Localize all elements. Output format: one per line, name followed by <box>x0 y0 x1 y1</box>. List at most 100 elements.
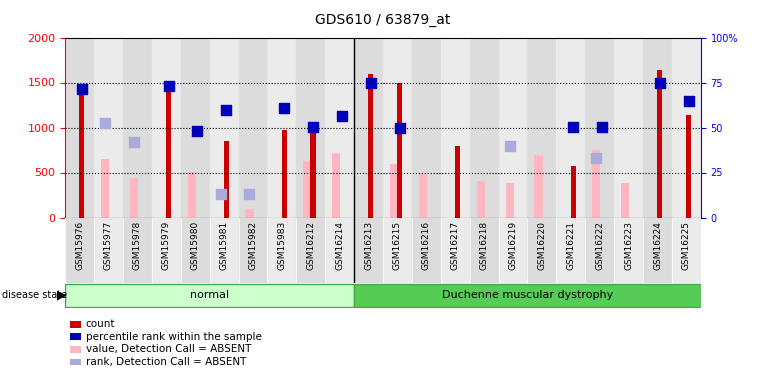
Text: GSM15976: GSM15976 <box>75 221 84 270</box>
Point <box>278 105 290 111</box>
Point <box>192 128 204 134</box>
Bar <box>130 178 138 218</box>
Point <box>365 80 377 86</box>
Bar <box>123 38 152 218</box>
Text: GSM15977: GSM15977 <box>104 221 113 270</box>
Bar <box>70 321 81 328</box>
Bar <box>499 38 528 218</box>
Bar <box>296 217 326 283</box>
Text: GSM16214: GSM16214 <box>336 221 344 270</box>
Point <box>128 139 140 145</box>
Bar <box>65 38 94 218</box>
Bar <box>476 181 485 218</box>
Bar <box>528 38 556 218</box>
Bar <box>303 161 311 218</box>
Text: Duchenne muscular dystrophy: Duchenne muscular dystrophy <box>442 290 613 300</box>
Point <box>162 83 175 89</box>
Text: disease state: disease state <box>2 290 67 300</box>
Point <box>596 124 608 130</box>
Bar <box>238 217 267 283</box>
Bar <box>152 217 181 283</box>
Text: GSM15982: GSM15982 <box>248 221 257 270</box>
Bar <box>383 217 412 283</box>
Point <box>214 190 227 196</box>
Bar <box>672 38 701 218</box>
Bar <box>152 38 181 218</box>
Bar <box>354 284 701 307</box>
Bar <box>332 153 340 218</box>
Point <box>221 107 233 113</box>
Bar <box>571 166 576 218</box>
Bar <box>470 38 499 218</box>
Text: GSM16219: GSM16219 <box>509 221 518 270</box>
Text: GSM15983: GSM15983 <box>277 221 286 270</box>
Point <box>336 113 348 119</box>
Bar <box>94 38 123 218</box>
Point <box>590 155 602 161</box>
Bar <box>440 217 470 283</box>
Bar <box>326 217 354 283</box>
Point <box>76 86 88 92</box>
Bar <box>181 38 210 218</box>
Bar <box>181 217 210 283</box>
Bar <box>296 38 326 218</box>
Text: GSM15978: GSM15978 <box>133 221 142 270</box>
Bar <box>614 217 643 283</box>
Bar <box>657 70 663 217</box>
Text: GSM16222: GSM16222 <box>595 221 604 270</box>
Bar <box>70 358 81 365</box>
Bar <box>65 284 354 307</box>
Bar <box>166 87 171 218</box>
Bar <box>643 217 672 283</box>
Bar <box>354 217 383 283</box>
Bar <box>210 217 238 283</box>
Bar <box>686 115 692 218</box>
Text: GDS610 / 63879_at: GDS610 / 63879_at <box>316 13 450 27</box>
Text: GSM16223: GSM16223 <box>624 221 633 270</box>
Bar <box>499 217 528 283</box>
Text: GSM16224: GSM16224 <box>653 221 662 270</box>
Bar <box>368 74 374 217</box>
Text: count: count <box>86 319 116 329</box>
Bar <box>585 217 614 283</box>
Text: GSM16213: GSM16213 <box>364 221 373 270</box>
Bar <box>354 38 383 218</box>
Bar <box>238 38 267 218</box>
Bar <box>267 38 296 218</box>
Bar <box>643 38 672 218</box>
Text: GSM15981: GSM15981 <box>220 221 228 270</box>
Bar <box>535 154 542 218</box>
Text: GSM15980: GSM15980 <box>191 221 200 270</box>
Point <box>503 143 516 149</box>
Bar <box>94 217 123 283</box>
Bar <box>556 217 585 283</box>
Bar <box>245 209 254 218</box>
Bar <box>70 346 81 353</box>
Text: GSM16221: GSM16221 <box>566 221 575 270</box>
Bar <box>614 38 643 218</box>
Bar <box>65 217 94 283</box>
Bar <box>440 38 470 218</box>
Bar <box>101 159 109 218</box>
Bar <box>419 172 427 217</box>
Text: GSM16220: GSM16220 <box>538 221 546 270</box>
Text: GSM16225: GSM16225 <box>682 221 691 270</box>
Bar <box>470 217 499 283</box>
Point <box>99 120 111 126</box>
Point <box>244 190 256 196</box>
Bar <box>326 38 354 218</box>
Text: ▶: ▶ <box>57 289 67 302</box>
Bar <box>390 164 398 218</box>
Bar <box>383 38 412 218</box>
Bar <box>397 83 402 218</box>
Text: GSM16217: GSM16217 <box>450 221 460 270</box>
Point <box>653 80 666 86</box>
Text: rank, Detection Call = ABSENT: rank, Detection Call = ABSENT <box>86 357 246 367</box>
Text: GSM16218: GSM16218 <box>480 221 489 270</box>
Bar <box>672 217 701 283</box>
Bar <box>455 146 460 218</box>
Bar <box>310 128 316 218</box>
Bar <box>556 38 585 218</box>
Bar <box>506 183 514 218</box>
Point <box>567 124 579 130</box>
